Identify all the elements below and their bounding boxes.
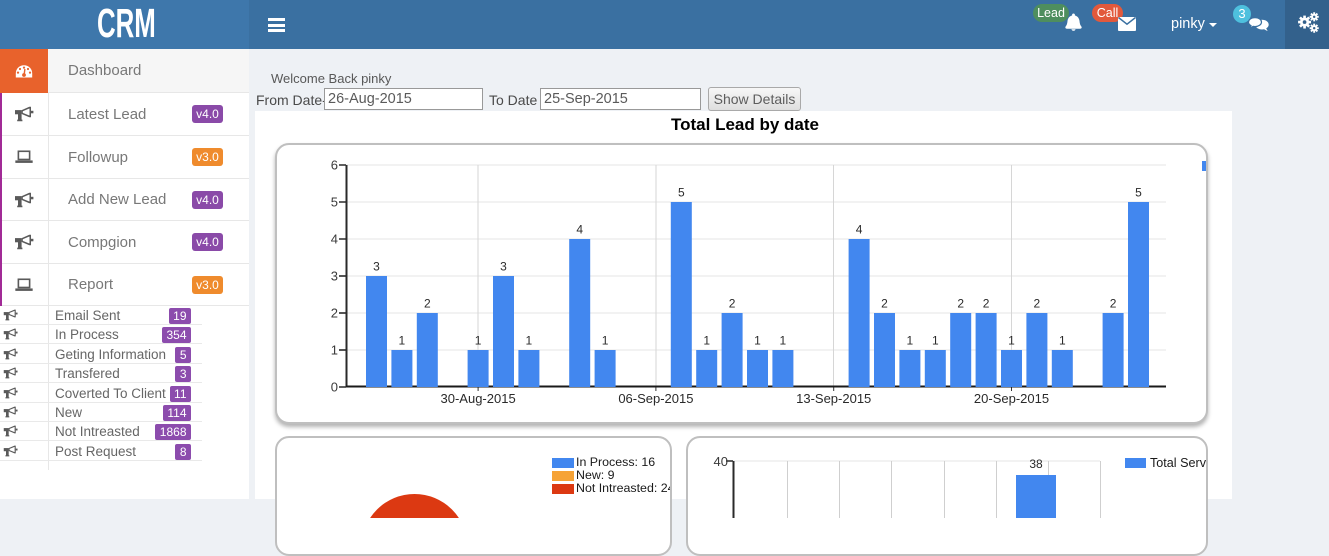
svg-text:1: 1 bbox=[703, 334, 710, 348]
svg-text:5: 5 bbox=[1135, 186, 1142, 200]
svg-text:New: 9: New: 9 bbox=[576, 468, 615, 482]
svg-text:2: 2 bbox=[424, 297, 431, 311]
svg-text:4: 4 bbox=[576, 223, 583, 237]
svg-text:1: 1 bbox=[754, 334, 761, 348]
svg-text:06-Sep-2015: 06-Sep-2015 bbox=[618, 391, 693, 406]
svg-text:40: 40 bbox=[714, 454, 728, 469]
svg-text:20-Sep-2015: 20-Sep-2015 bbox=[974, 391, 1049, 406]
svg-text:6: 6 bbox=[331, 158, 338, 173]
svg-text:1: 1 bbox=[475, 334, 482, 348]
svg-text:1: 1 bbox=[1059, 334, 1066, 348]
svg-text:2: 2 bbox=[881, 297, 888, 311]
svg-text:13-Sep-2015: 13-Sep-2015 bbox=[796, 391, 871, 406]
svg-text:3: 3 bbox=[331, 269, 338, 284]
svg-text:2: 2 bbox=[331, 306, 338, 321]
svg-text:1: 1 bbox=[780, 334, 787, 348]
svg-text:4: 4 bbox=[331, 232, 338, 247]
svg-text:1: 1 bbox=[1008, 334, 1015, 348]
svg-text:5: 5 bbox=[331, 195, 338, 210]
svg-text:38: 38 bbox=[1029, 457, 1043, 471]
svg-text:1: 1 bbox=[331, 343, 338, 358]
svg-text:30-Aug-2015: 30-Aug-2015 bbox=[441, 391, 516, 406]
svg-text:1: 1 bbox=[602, 334, 609, 348]
svg-text:2: 2 bbox=[729, 297, 736, 311]
svg-text:2: 2 bbox=[1110, 297, 1117, 311]
svg-text:In Process: 16: In Process: 16 bbox=[576, 455, 655, 469]
svg-text:1: 1 bbox=[399, 334, 406, 348]
svg-text:3: 3 bbox=[500, 260, 507, 274]
svg-text:2: 2 bbox=[1034, 297, 1041, 311]
svg-text:Not Intreasted: 24: Not Intreasted: 24 bbox=[576, 481, 670, 495]
svg-text:Total Service by date: Total Service by date bbox=[1150, 456, 1206, 470]
svg-text:1: 1 bbox=[907, 334, 914, 348]
svg-text:2: 2 bbox=[983, 297, 990, 311]
svg-text:4: 4 bbox=[856, 223, 863, 237]
svg-text:1: 1 bbox=[526, 334, 533, 348]
svg-text:3: 3 bbox=[373, 260, 380, 274]
svg-text:1: 1 bbox=[932, 334, 939, 348]
svg-text:5: 5 bbox=[678, 186, 685, 200]
svg-text:2: 2 bbox=[957, 297, 964, 311]
svg-text:0: 0 bbox=[331, 380, 338, 395]
